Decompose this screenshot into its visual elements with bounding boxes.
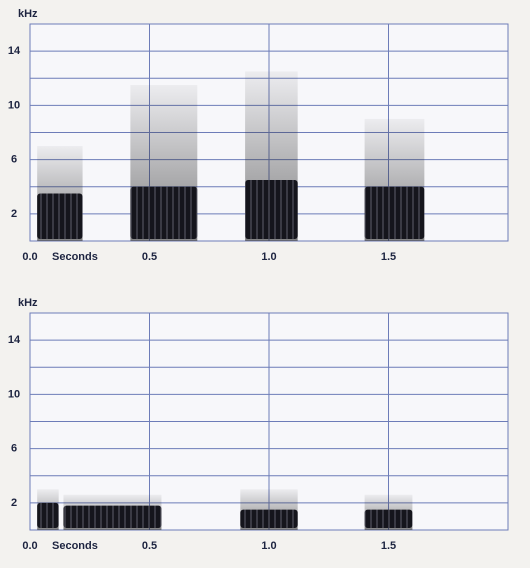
x-tick-label: 0.0 [22, 540, 37, 552]
y-tick-label: 6 [11, 443, 17, 455]
energy-core [364, 186, 425, 239]
y-axis-label: kHz [18, 8, 38, 20]
y-tick-label: 6 [11, 154, 17, 166]
energy-core [37, 502, 59, 528]
x-tick-label: 0.5 [142, 540, 157, 552]
y-tick-label: 2 [11, 497, 17, 509]
x-axis-label: Seconds [52, 540, 98, 552]
energy-core [37, 193, 83, 239]
y-tick-label: 2 [11, 208, 17, 220]
x-tick-label: 0.0 [22, 251, 37, 263]
x-tick-label: 1.5 [381, 540, 396, 552]
x-tick-label: 1.5 [381, 251, 396, 263]
y-tick-label: 10 [8, 99, 20, 111]
energy-core [245, 179, 298, 239]
energy-core [63, 505, 162, 528]
x-tick-label: 1.0 [261, 540, 276, 552]
energy-core [130, 186, 198, 239]
energy-core [364, 509, 413, 528]
x-axis-label: Seconds [52, 251, 98, 263]
x-tick-label: 1.0 [261, 251, 276, 263]
y-tick-label: 14 [8, 45, 21, 57]
y-tick-label: 14 [8, 334, 21, 346]
y-axis-label: kHz [18, 297, 38, 309]
energy-core [240, 509, 298, 528]
x-tick-label: 0.5 [142, 251, 157, 263]
y-tick-label: 10 [8, 388, 20, 400]
